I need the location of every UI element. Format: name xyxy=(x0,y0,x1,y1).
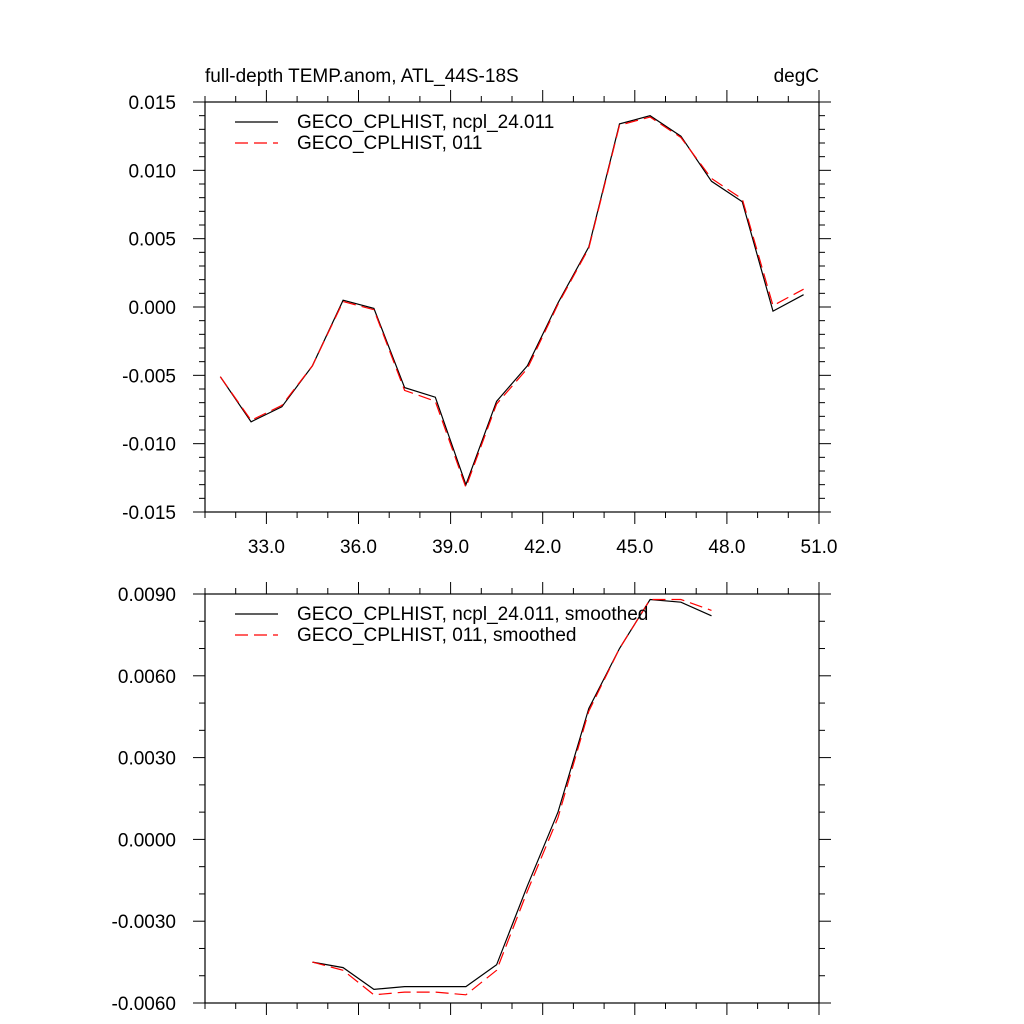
x-tick-label: 48.0 xyxy=(708,537,745,558)
y-tick-label: -0.0060 xyxy=(112,994,176,1015)
x-tick-label: 33.0 xyxy=(248,537,285,558)
y-tick-label: -0.010 xyxy=(122,435,176,456)
x-tick-label: 51.0 xyxy=(801,537,838,558)
x-tick-label: 45.0 xyxy=(616,537,653,558)
y-tick-label: -0.015 xyxy=(122,503,176,524)
series-line-1 xyxy=(312,598,712,991)
y-tick-label: 0.0030 xyxy=(118,749,176,770)
units-label: degC xyxy=(774,66,819,87)
y-tick-label: 0.0000 xyxy=(118,830,176,851)
legend-label-1: GECO_CPLHIST, ncpl_24.011, smoothed xyxy=(297,604,648,625)
series-line-2 xyxy=(312,598,712,996)
legend-label-2: GECO_CPLHIST, 011, smoothed xyxy=(297,625,577,646)
series-line-2 xyxy=(219,116,804,490)
x-tick-label: 36.0 xyxy=(340,537,377,558)
y-tick-label: 0.0060 xyxy=(118,667,176,688)
x-tick-label: 39.0 xyxy=(432,537,469,558)
plot-frame xyxy=(204,593,820,1004)
plot-frame xyxy=(204,101,820,513)
x-tick-label: 42.0 xyxy=(524,537,561,558)
legend-label-2: GECO_CPLHIST, 011 xyxy=(297,133,483,154)
y-tick-label: 0.010 xyxy=(128,161,176,182)
chart-panel-bottom: -0.0060 -0.0030 0.0000 0.0030 0.0060 0.0090 GE… xyxy=(112,582,831,1015)
y-tick-label: 0.005 xyxy=(128,230,176,251)
series-line-1 xyxy=(219,115,804,487)
legend-label-1: GECO_CPLHIST, ncpl_24.011 xyxy=(297,112,554,133)
y-tick-label: -0.005 xyxy=(122,366,176,387)
y-tick-label: 0.000 xyxy=(128,298,176,319)
chart-title: full-depth TEMP.anom, ATL_44S-18S xyxy=(205,66,519,87)
chart-panel-top: 33.0 36.0 39.0 42.0 45.0 48.0 51.0 -0.015 -0.010… xyxy=(122,66,837,558)
y-tick-label: 0.0090 xyxy=(118,585,176,606)
y-tick-label: 0.015 xyxy=(128,93,176,114)
y-tick-label: -0.0030 xyxy=(112,912,176,933)
